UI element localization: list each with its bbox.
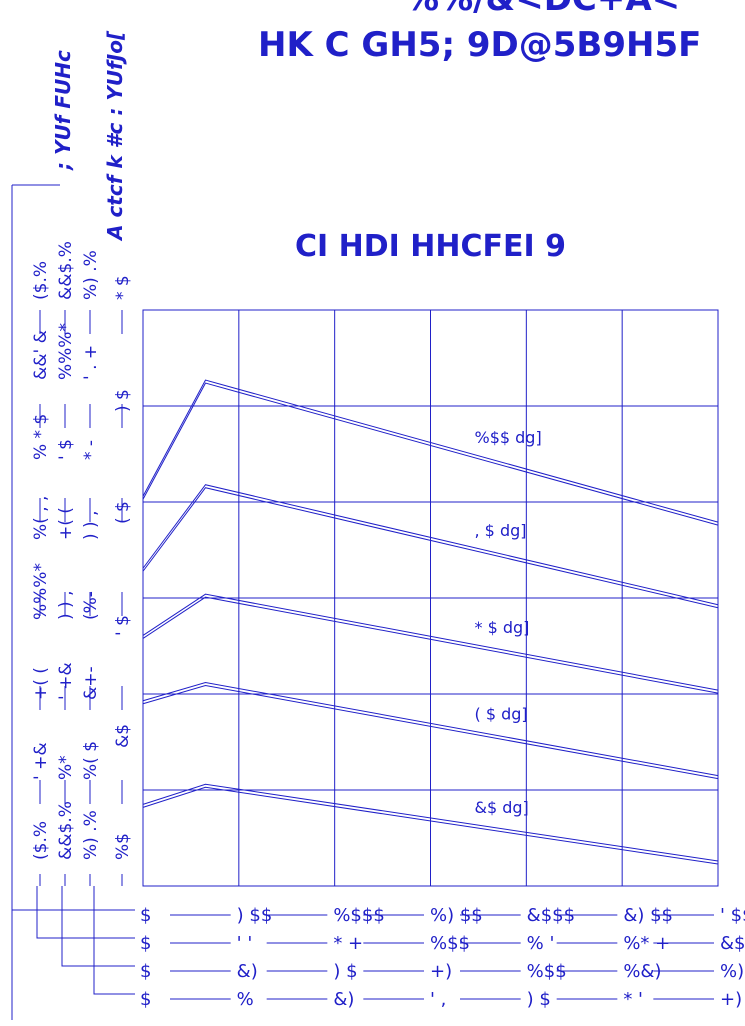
series-line <box>142 379 719 523</box>
bottom-axis-tick-label: ' $$$ <box>720 905 745 926</box>
bottom-axis-tick-label: * + <box>333 933 363 954</box>
axis-connector <box>36 886 135 939</box>
series-line <box>142 484 719 606</box>
left-axis-tick-label: (%- <box>81 591 101 620</box>
left-axis-tick-label: &&$.% <box>56 241 76 300</box>
bottom-axis-tick-label: %) $ <box>720 961 745 982</box>
left-axis-tick-label: ' +& <box>56 662 76 700</box>
left-axis-tick-label: %) .% <box>81 250 101 300</box>
bottom-axis-tick-label: %&) <box>623 961 661 982</box>
series-line <box>142 681 719 777</box>
bottom-axis-tick-label: %$$ <box>527 961 567 982</box>
bottom-axis-tick-label: % ' <box>527 933 555 954</box>
bottom-axis-tick-label: +) <box>720 989 742 1010</box>
chart-title: %%/&<DC+A< HK C GH5; 9D@5B9H5F <box>258 0 701 65</box>
bottom-axis-tick-label: $ <box>140 905 151 926</box>
series-label: , $ dg] <box>475 521 527 540</box>
left-axis-tick-label: % * $ <box>31 414 51 460</box>
bottom-axis-tick-label: %$$ <box>430 933 470 954</box>
series-line-shadow <box>142 382 719 526</box>
bottom-axis-tick-label: &$$$ <box>527 905 575 926</box>
bottom-axis-tick-label: &) <box>333 989 354 1010</box>
bottom-axis-tick-label: +) <box>430 961 452 982</box>
bottom-axis-tick-label: $ <box>140 961 151 982</box>
bottom-axis-tick-label: ) $$ <box>237 905 273 926</box>
left-axis-tick-label: %$ <box>113 833 133 860</box>
bottom-axis-tick-label: ) $ <box>527 989 551 1010</box>
bottom-axis-tick-label: $ <box>140 989 151 1010</box>
left-axis-tick-label: +( ( <box>56 507 76 540</box>
left-axis-tick-label: &&$.% <box>56 801 76 860</box>
left-axis-tick-label: %) .% <box>81 810 101 860</box>
left-axis-tick-label: ) ) , <box>81 511 101 540</box>
bottom-axis-tick-label: $ <box>140 933 151 954</box>
series-line-shadow <box>142 786 719 865</box>
left-axis-tick-label: &$ <box>113 724 133 748</box>
left-axis-tick-label: ' $ <box>56 439 76 460</box>
left-axis-tick-label: %* <box>56 755 76 780</box>
bottom-axis-tick-label: &$$ <box>720 933 745 954</box>
left-axis-tick-label: ( $ <box>113 501 133 524</box>
axis-connector <box>93 886 135 995</box>
left-axis-tick-label: %( $ <box>81 741 101 780</box>
title-line-1: %%/&<DC+A< <box>405 0 680 19</box>
left-axis-tick-label: * $ <box>113 275 133 300</box>
left-axis-tick-label: ' $ <box>113 615 133 636</box>
series-line-shadow <box>142 684 719 780</box>
bottom-axis-tick-label: ' , <box>430 989 446 1010</box>
bottom-axis-tick-label: &) <box>237 961 258 982</box>
left-axis-tick-label: %( , , <box>31 496 51 540</box>
left-axis-tick-label: %%%* <box>56 323 76 380</box>
left-axis-tick-label: ' +& <box>31 742 51 780</box>
axis-connector <box>61 886 135 967</box>
bottom-axis-tick-label: %) $$ <box>430 905 483 926</box>
left-axis-tick-label: &+- <box>81 666 101 700</box>
axis-connector <box>11 886 135 911</box>
series-label: %$$ dg] <box>475 428 542 447</box>
bottom-axis-tick-label: % <box>237 989 254 1010</box>
left-axis-tick-label: ) ) , <box>56 591 76 620</box>
chart-subtitle: CI HDI HHCFEI 9 <box>295 229 566 264</box>
left-axis-tick-label: ) $ <box>113 389 133 412</box>
bottom-axis-tick-label: %* + <box>623 933 670 954</box>
y-axis-title-2: ; YUf FUHc <box>51 50 75 171</box>
series-label: * $ dg] <box>475 618 530 637</box>
left-axis-tick-label: %%%* <box>31 563 51 620</box>
series-label: ( $ dg] <box>475 705 528 724</box>
series-line <box>142 593 719 691</box>
left-axis-tick-label: &&' & <box>31 330 51 380</box>
bottom-axis-tick-label: ) $ <box>333 961 357 982</box>
series-line <box>142 783 719 862</box>
bottom-axis-tick-label: * ' <box>623 989 643 1010</box>
series-line-shadow <box>142 596 719 694</box>
series-label: &$ dg] <box>475 798 529 817</box>
y-axis-title: A ctcf k #c : YUfJo[ <box>103 30 127 242</box>
left-axis-tick-label: ($.% <box>31 261 51 300</box>
left-axis-tick-label: * - <box>81 440 101 460</box>
bottom-axis-tick-label: ' ' <box>237 933 253 954</box>
left-axis-tick-label: ' . + <box>81 345 101 380</box>
title-line-2: HK C GH5; 9D@5B9H5F <box>258 25 701 65</box>
bottom-axis-tick-label: %$$$ <box>333 905 384 926</box>
left-axis-tick-label: +( ( <box>31 667 51 700</box>
left-axis-tick-label: ($.% <box>31 821 51 860</box>
series-line-shadow <box>142 487 719 609</box>
bottom-axis-tick-label: &) $$ <box>623 905 673 926</box>
